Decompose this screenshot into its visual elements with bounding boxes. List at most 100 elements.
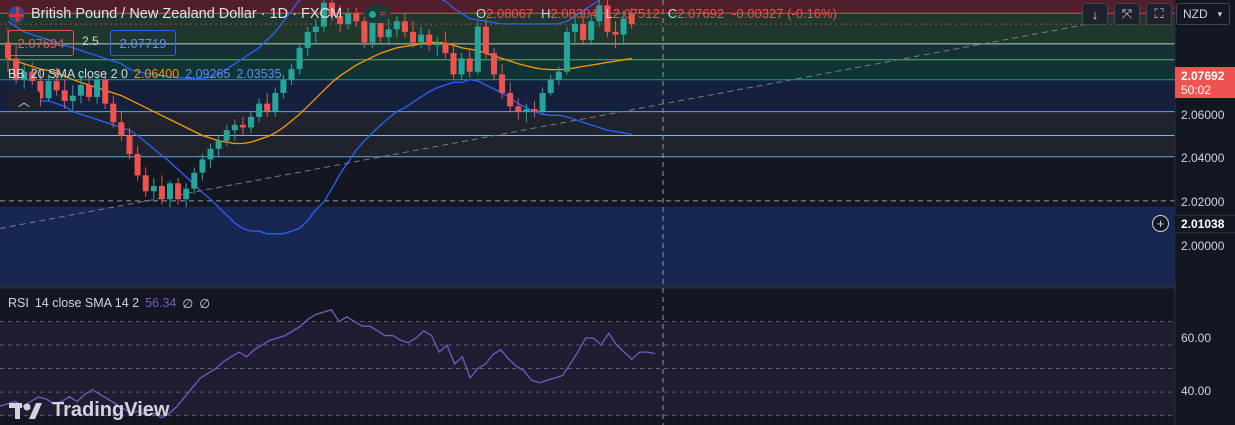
candle-body	[239, 124, 246, 128]
candle-body	[410, 31, 416, 43]
symbol-header[interactable]: British Pound / New Zealand Dollar · 1D …	[8, 4, 391, 24]
candle-body	[134, 154, 141, 176]
zone-band	[0, 135, 1175, 157]
candle-body	[29, 71, 36, 82]
candle-body	[110, 103, 117, 123]
ohlc-low: L2.07512	[605, 6, 660, 21]
candle-body	[588, 21, 595, 40]
candle-body	[491, 53, 497, 75]
price-zones	[0, 0, 1175, 425]
bb-lower-value: 2.03535	[236, 67, 282, 81]
ohlc-high: H2.08304	[541, 6, 598, 21]
candle-body	[199, 159, 206, 173]
currency-select[interactable]: NZD ▾	[1176, 3, 1230, 25]
candle-body	[418, 34, 425, 43]
symbol-title[interactable]: British Pound / New Zealand Dollar · 1D …	[31, 6, 343, 22]
candle-body	[401, 21, 408, 32]
bar-countdown: 50:02	[1181, 83, 1212, 97]
chart-overlay	[1174, 0, 1235, 425]
ohlc-readout: O2.08067 H2.08304 L2.07512 C2.07692 -0.0…	[476, 6, 837, 21]
candle-body	[507, 92, 514, 107]
candle-body	[264, 103, 271, 112]
collapse-legend-button[interactable]: ︿	[8, 91, 40, 111]
candle-body	[369, 21, 376, 43]
sell-button[interactable]: 2.07694	[8, 30, 74, 56]
market-open-dot-icon[interactable]: ≈	[364, 5, 391, 23]
price-axis-label: 2.04000	[1181, 151, 1225, 165]
trend-line	[0, 19, 1111, 229]
last-price-tag: 2.07692 50:02	[1175, 67, 1235, 98]
bb-basis-value: 2.06400	[133, 67, 180, 81]
candle-body	[288, 69, 295, 80]
bb-upper-value: 2.09265	[185, 67, 231, 81]
candle-body	[523, 108, 530, 112]
bb-params: 20 SMA close 2 0	[30, 67, 128, 81]
candle-body	[612, 31, 619, 35]
candle-body	[158, 185, 165, 200]
candle-body	[393, 21, 400, 30]
candle-body	[377, 21, 384, 38]
tradingview-logo[interactable]: TradingView	[8, 398, 169, 422]
candle-body	[37, 81, 44, 99]
candle-body	[620, 18, 627, 35]
candle-body	[531, 108, 538, 112]
zone-band	[0, 13, 1175, 44]
candle-body	[499, 74, 506, 93]
candle-body	[175, 183, 182, 200]
currency-label: NZD	[1183, 7, 1208, 21]
candle-body	[118, 122, 125, 136]
candle-body	[337, 15, 344, 24]
gbp-flag-icon	[8, 5, 25, 23]
candle-body	[167, 183, 173, 200]
chevron-up-icon: ︿	[17, 94, 30, 109]
candle-body	[466, 58, 473, 72]
candle-body	[426, 34, 433, 46]
bb-basis-line	[7, 41, 632, 145]
candle-body	[256, 103, 263, 117]
tradingview-logo-icon	[9, 403, 42, 419]
collapse-arrows-icon[interactable]: ⤧	[1114, 3, 1140, 25]
candle-body	[150, 185, 157, 192]
fullscreen-icon[interactable]: ⛶	[1146, 3, 1172, 25]
candle-body	[434, 42, 441, 46]
candle-body	[539, 92, 546, 112]
candle-body	[77, 85, 84, 96]
candle-body	[207, 148, 214, 160]
candle-body	[628, 14, 635, 25]
bb-legend[interactable]: BB 20 SMA close 2 0 2.06400 2.09265 2.03…	[8, 67, 282, 81]
candle-body	[329, 2, 335, 16]
ohlc-open: O2.08067	[476, 6, 534, 21]
rsi-line	[0, 309, 656, 419]
rsi-value-2: ∅	[182, 297, 194, 311]
rsi-axis-label: 60.00	[1181, 331, 1212, 345]
candle-body	[563, 31, 570, 72]
grid-lines	[0, 0, 1175, 425]
candle-body	[86, 85, 92, 97]
candle-body	[102, 79, 109, 104]
rsi-name: RSI	[8, 296, 29, 310]
chart-background	[0, 0, 1175, 425]
candle-body	[442, 42, 449, 54]
spread-value: 2.5	[82, 34, 99, 48]
candle-body	[515, 106, 522, 112]
candle-body	[231, 124, 238, 131]
candle-body	[596, 5, 603, 22]
candle-body	[94, 79, 101, 97]
add-alert-plus-icon[interactable]: +	[1152, 215, 1169, 232]
candle-body	[183, 188, 190, 200]
candle-body	[320, 2, 327, 27]
arrow-down-icon[interactable]: ↓	[1082, 3, 1108, 25]
candle-body	[280, 79, 287, 93]
buy-button[interactable]: 2.07719	[110, 30, 176, 56]
candle-body	[21, 71, 28, 80]
last-price: 2.07692	[1181, 69, 1225, 83]
zone-band	[0, 79, 1175, 112]
candle-body	[13, 58, 20, 80]
candle-body	[126, 135, 133, 155]
candle-body	[142, 175, 149, 192]
candle-body	[353, 13, 360, 22]
rsi-legend[interactable]: RSI 14 close SMA 14 2 56.34 ∅ ∅	[8, 296, 210, 311]
ohlc-close: C2.07692	[667, 6, 725, 21]
bb-lower-line	[8, 79, 632, 235]
